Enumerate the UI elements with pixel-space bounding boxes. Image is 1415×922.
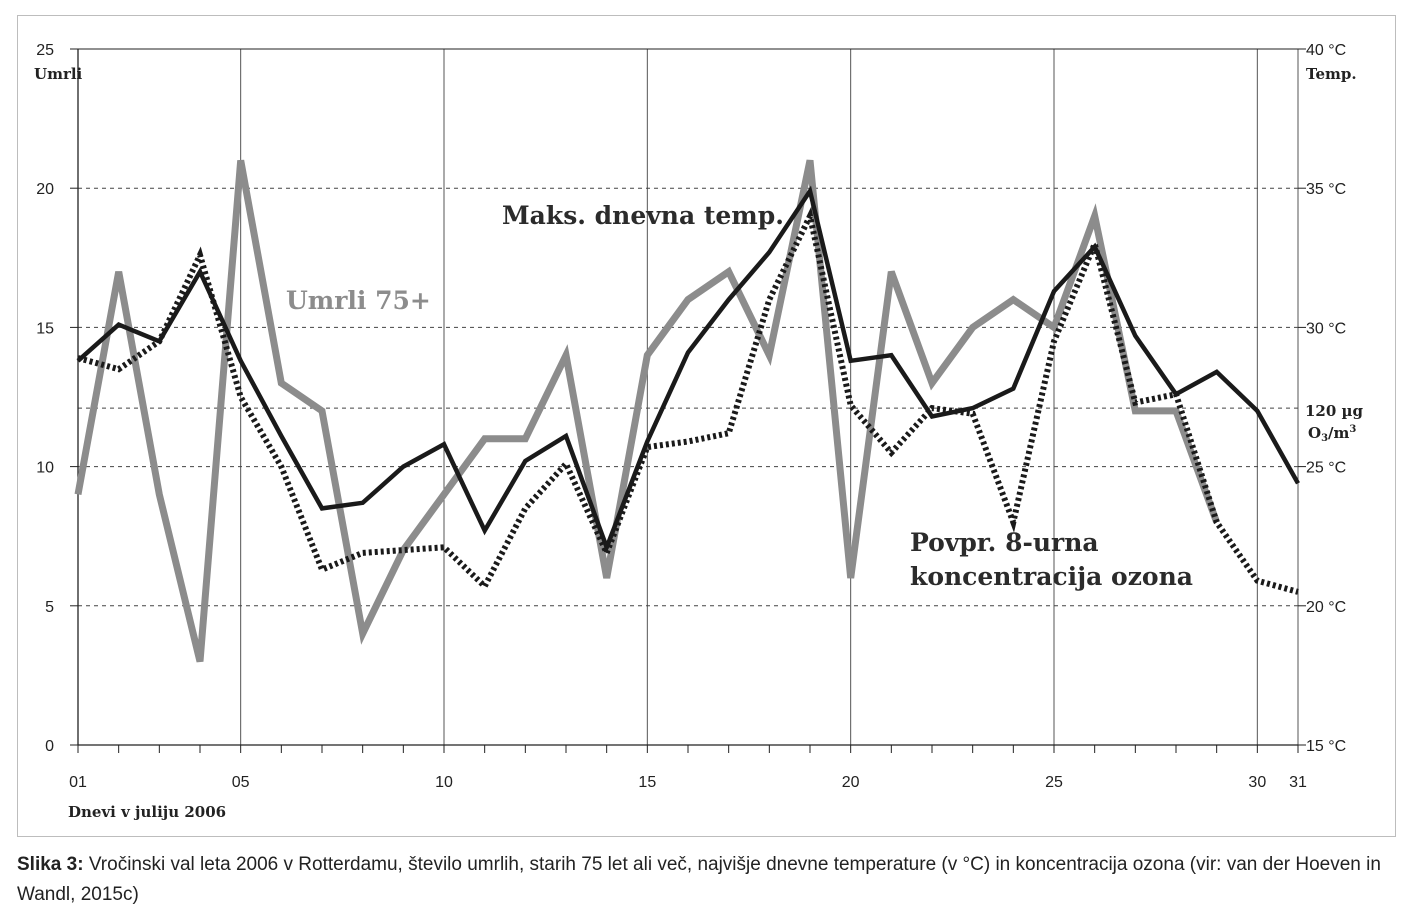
x-tick-label: 15 [638,774,656,791]
ozone-threshold-label: 120 µg O3/m3 [1305,402,1364,444]
y-right-axis-label: Temp. [1306,65,1357,83]
y-left-tick-label: 0 [45,738,54,755]
figure-frame [17,15,1396,837]
y-left-tick-label: 5 [45,599,54,616]
y-right-tick-label: 15 °C [1306,738,1346,755]
y-left-tick-label: 20 [36,181,54,198]
series-label-ozone: Povpr. 8-urna [910,528,1099,557]
ozone-threshold-value: 120 µg [1305,402,1364,420]
x-tick-label: 31 [1289,774,1307,791]
y-right-tick-label: 30 °C [1306,320,1346,337]
x-tick-label: 30 [1248,774,1266,791]
y-left-tick-label: 25 [36,42,54,59]
x-tick-label: 25 [1045,774,1063,791]
y-right-tick-label: 20 °C [1306,599,1346,616]
y-left-axis-label: Umrli [34,65,83,83]
caption-text: Vročinski val leta 2006 v Rotterdamu, št… [17,854,1381,905]
series-label-ozone-line2: koncentracija ozona [910,562,1193,591]
series-line-2 [77,206,1299,595]
x-axis-label: Dnevi v juliju 2006 [68,803,226,821]
series-layer [74,159,1300,663]
x-tick-label: 05 [232,774,250,791]
series-line-0 [74,159,1220,663]
y-left-tick-label: 10 [36,460,54,477]
y-left-tick-label: 15 [36,320,54,337]
series-line-1 [76,185,1300,554]
x-tick-label: 01 [69,774,87,791]
x-tick-label: 10 [435,774,453,791]
caption-prefix: Slika 3: [17,854,84,875]
y-right-tick-label: 25 °C [1306,460,1346,477]
series-label-deaths: Umrli 75+ [286,286,431,315]
y-right-tick-label: 35 °C [1306,181,1346,198]
series-label-temperature: Maks. dnevna temp. [502,201,784,230]
x-tick-label: 20 [842,774,860,791]
grid-layer [78,49,1299,745]
ozone-threshold-unit: O3/m3 [1308,424,1356,444]
y-right-tick-label: 40 °C [1306,42,1346,59]
figure-caption: Slika 3: Vročinski val leta 2006 v Rotte… [17,850,1407,910]
